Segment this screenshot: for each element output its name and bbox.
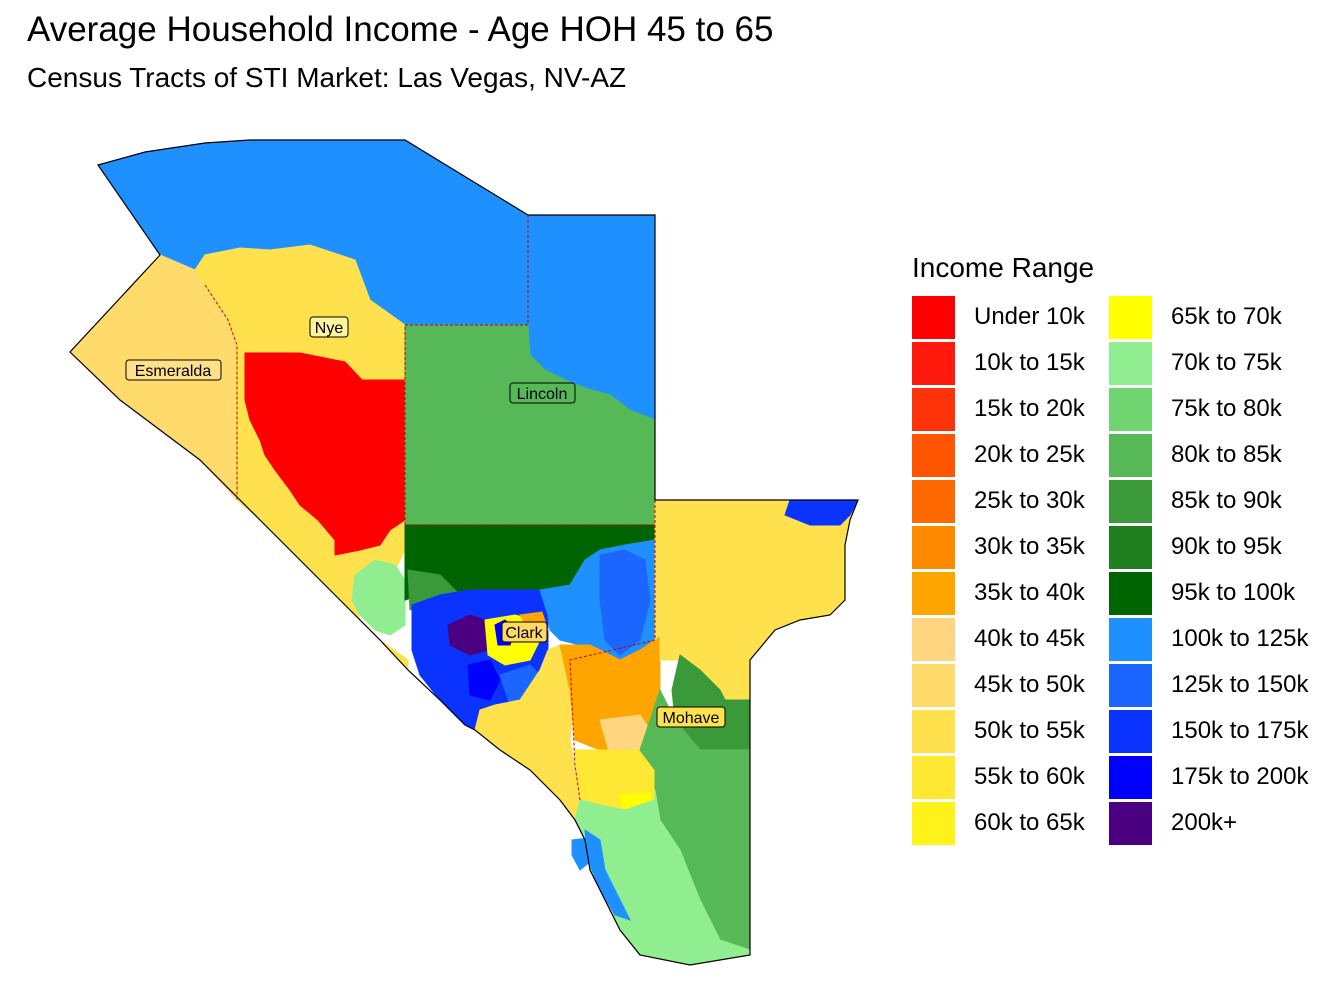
legend-swatch [1109,801,1152,845]
legend-swatch [912,295,955,339]
legend-item: 60k to 65k [912,800,1109,846]
legend-swatch [1109,525,1152,569]
county-label-clark: Clark [501,621,548,643]
county-label-esmeralda: Esmeralda [125,359,222,381]
svg-text:Esmeralda: Esmeralda [135,363,212,380]
region-nye-red [244,352,406,556]
legend-label: 85k to 90k [1171,487,1282,514]
legend-item: 30k to 35k [912,524,1109,570]
legend-label: 90k to 95k [1171,533,1282,560]
legend-swatch [1109,571,1152,615]
legend-label: 125k to 150k [1171,671,1309,698]
legend-swatch [912,479,955,523]
legend-item: 55k to 60k [912,754,1109,800]
legend-item: 80k to 85k [1109,432,1306,478]
legend-item: Under 10k [912,294,1109,340]
legend-item: 25k to 30k [912,478,1109,524]
legend-column-right: 65k to 70k 70k to 75k 75k to 80k 80k to 85k… [1109,294,1309,846]
legend-item: 15k to 20k [912,386,1109,432]
svg-text:Mohave: Mohave [663,710,720,727]
legend-label: 45k to 50k [974,671,1085,698]
county-border-az [569,500,656,801]
market-outline [69,139,859,966]
legend-item: 100k to 125k [1109,616,1309,662]
county-label-lincoln: Lincoln [509,382,576,404]
legend-swatch [1109,755,1152,799]
region-nye-green [351,559,406,636]
legend-label: 15k to 20k [974,395,1085,422]
legend-label: 20k to 25k [974,441,1085,468]
svg-text:Nye: Nye [315,320,344,337]
legend-item: 85k to 90k [1109,478,1306,524]
map-title: Average Household Income - Age HOH 45 to… [27,10,774,49]
county-label-mohave: Mohave [656,706,726,728]
legend-label: 40k to 45k [974,625,1085,652]
legend-item: 20k to 25k [912,432,1109,478]
legend-label: 175k to 200k [1171,763,1309,790]
legend-label: 80k to 85k [1171,441,1282,468]
legend-swatch [1109,341,1152,385]
svg-text:Clark: Clark [505,625,543,642]
legend-item: 70k to 75k [1109,340,1306,386]
legend-swatch [912,755,955,799]
legend-label: Under 10k [974,303,1085,330]
legend-column-left: Under 10k 10k to 15k 15k to 20k 20k to 25k 2… [912,294,1109,846]
legend-label: 75k to 80k [1171,395,1282,422]
region-henderson [467,659,501,701]
legend-label: 25k to 30k [974,487,1085,514]
legend-swatch [1109,663,1152,707]
legend-label: 10k to 15k [974,349,1085,376]
legend-item: 175k to 200k [1109,754,1309,800]
legend-item: 125k to 150k [1109,662,1309,708]
legend-label: 55k to 60k [974,763,1085,790]
region-river-blue [571,837,593,871]
legend-item: 150k to 175k [1109,708,1309,754]
region-clark-east-blue2 [599,549,651,656]
legend-swatch [912,387,955,431]
legend-item: 45k to 50k [912,662,1109,708]
legend-item: 10k to 15k [912,340,1109,386]
legend-swatch [912,571,955,615]
legend-swatch [912,801,955,845]
legend-swatch [912,341,955,385]
county-border-esmeralda [204,284,238,500]
legend-label: 35k to 40k [974,579,1085,606]
legend-item: 90k to 95k [1109,524,1306,570]
legend-label: 200k+ [1171,809,1238,836]
legend-swatch [1109,479,1152,523]
legend: Income Range Under 10k 10k to 15k 15k to 2… [912,252,1309,846]
legend-swatch [912,525,955,569]
legend-swatch [912,433,955,477]
legend-label: 65k to 70k [1171,303,1282,330]
legend-item: 50k to 55k [912,708,1109,754]
legend-item: 65k to 70k [1109,294,1306,340]
legend-swatch [1109,433,1152,477]
legend-item: 200k+ [1109,800,1306,846]
svg-text:Lincoln: Lincoln [517,386,568,403]
legend-label: 60k to 65k [974,809,1085,836]
legend-item: 35k to 40k [912,570,1109,616]
legend-swatch [1109,709,1152,753]
legend-item: 40k to 45k [912,616,1109,662]
legend-item: 75k to 80k [1109,386,1306,432]
legend-label: 70k to 75k [1171,349,1282,376]
legend-swatch [912,663,955,707]
county-border-nye-lincoln [404,215,655,526]
legend-swatch [1109,295,1152,339]
legend-label: 95k to 100k [1171,579,1296,606]
legend-label: 150k to 175k [1171,717,1309,744]
legend-swatch [1109,387,1152,431]
legend-swatch [912,617,955,661]
legend-title: Income Range [912,252,1095,283]
legend-swatch [1109,617,1152,661]
legend-label: 30k to 35k [974,533,1085,560]
county-label-nye: Nye [309,316,349,338]
region-mohave-south-blue [584,828,631,921]
legend-item: 95k to 100k [1109,570,1306,616]
legend-label: 100k to 125k [1171,625,1309,652]
legend-swatch [912,709,955,753]
map-subtitle: Census Tracts of STI Market: Las Vegas, … [27,62,627,93]
legend-label: 50k to 55k [974,717,1085,744]
